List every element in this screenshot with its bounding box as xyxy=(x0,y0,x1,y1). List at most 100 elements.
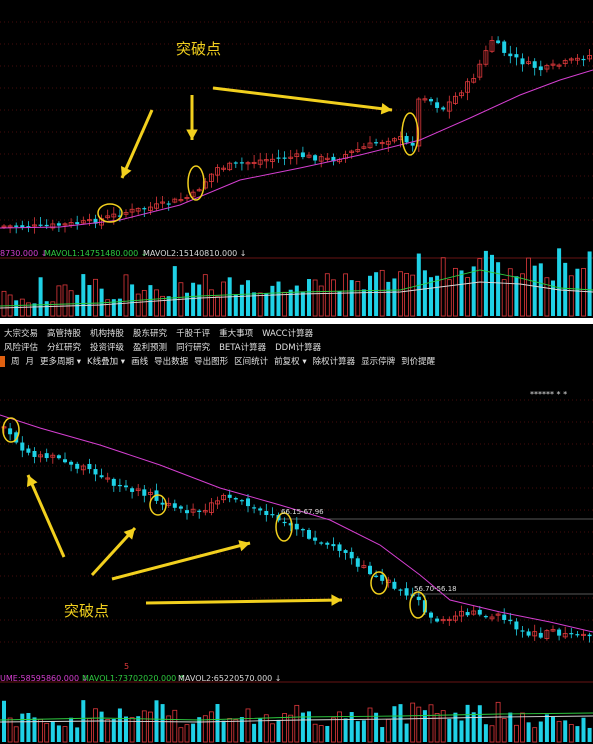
candle-body-down xyxy=(87,463,92,470)
export-graphic-button[interactable]: 导出图形 xyxy=(194,357,229,367)
volume-bar-down xyxy=(111,718,116,742)
top-kline-panel[interactable]: 突破点 8730.000 ↓ MAVOL1:14751480.000 ↓ MAV… xyxy=(0,0,593,318)
annotation-arrowhead xyxy=(331,594,342,606)
breakout-circle xyxy=(401,112,419,156)
menu-investment-rating[interactable]: 投资评级 xyxy=(90,343,125,353)
candle-body-up xyxy=(147,491,153,495)
show-suspension-button[interactable]: 显示停牌 xyxy=(361,357,396,367)
candle-body-up xyxy=(1,225,7,228)
candle-body-down xyxy=(538,632,543,638)
menu-peer-research[interactable]: 同行研究 xyxy=(176,343,211,353)
volume-bar-down xyxy=(368,275,372,316)
candle-body-up xyxy=(544,630,550,639)
menu-ddm-calc[interactable]: DDM计算器 xyxy=(275,343,322,353)
candle-body-up xyxy=(452,615,458,621)
candle-body-down xyxy=(404,136,409,143)
volume-bar-down xyxy=(575,268,580,316)
candle-body-up xyxy=(215,500,220,505)
volume-bar-down xyxy=(563,262,568,316)
candle-body-up xyxy=(160,201,166,204)
toolbar-row-2: 风险评估 分红研究 投资评级 盈利预测 同行研究 BETA计算器 DDM计算器 xyxy=(4,341,330,355)
candle-body-down xyxy=(368,565,372,575)
candle-body-down xyxy=(416,596,421,601)
annotation-arrow xyxy=(90,526,137,577)
menu-inst-holdings[interactable]: 机构持股 xyxy=(90,329,125,339)
candle-body-down xyxy=(465,612,470,616)
period-month-tab[interactable]: 月 xyxy=(25,357,35,367)
exright-calc-button[interactable]: 除权计算器 xyxy=(312,357,356,367)
volume-bar-up xyxy=(263,714,269,743)
menu-dividend-research[interactable]: 分红研究 xyxy=(47,343,82,353)
top-mavol2-label: MAVOL2:15140810.000 ↓ xyxy=(143,249,247,258)
volume-bar-up xyxy=(489,725,495,743)
volume-bar-up xyxy=(477,258,483,317)
volume-bar-up xyxy=(208,289,214,317)
candle-body-up xyxy=(306,154,312,158)
candle-body-up xyxy=(263,159,269,162)
mavol2-line xyxy=(0,281,593,309)
volume-bar-down xyxy=(276,281,281,316)
candle-body-up xyxy=(245,162,251,165)
volume-bar-down xyxy=(32,303,37,316)
breakout-circle xyxy=(409,591,427,619)
candle-body-down xyxy=(374,142,379,144)
candle-body-down xyxy=(380,574,385,581)
kline-overlay-dropdown[interactable]: K线叠加 ▾ xyxy=(87,357,126,367)
bottom-kline-chart[interactable] xyxy=(0,370,593,744)
forward-adjust-dropdown[interactable]: 前复权 ▾ xyxy=(274,357,307,367)
candle-body-up xyxy=(196,189,202,192)
candle-body-down xyxy=(26,226,31,228)
volume-bar-up xyxy=(105,299,111,317)
menu-block-trade[interactable]: 大宗交易 xyxy=(4,329,39,339)
mavol1-line xyxy=(0,712,593,721)
menu-major-events[interactable]: 重大事项 xyxy=(219,329,254,339)
annotation-arrow xyxy=(120,109,154,179)
volume-bar-down xyxy=(581,717,586,742)
candle-body-up xyxy=(294,153,300,158)
candle-body-up xyxy=(190,508,196,513)
draw-line-button[interactable]: 画线 xyxy=(131,357,149,367)
volume-bar-down xyxy=(538,721,543,742)
top-mavol1-label: MAVOL1:14751480.000 ↓ xyxy=(44,249,148,258)
volume-bar-down xyxy=(246,280,250,316)
menu-stock-review[interactable]: 千股千评 xyxy=(176,329,211,339)
volume-bar-down xyxy=(117,298,122,316)
menu-wacc-calc[interactable]: WACC计算器 xyxy=(262,329,314,339)
candle-body-up xyxy=(568,58,574,61)
candle-body-up xyxy=(459,610,464,617)
candle-body-down xyxy=(404,588,409,596)
volume-bar-down xyxy=(398,704,403,742)
menu-profit-forecast[interactable]: 盈利预测 xyxy=(133,343,168,353)
volume-bar-up xyxy=(410,274,416,317)
volume-bar-down xyxy=(483,724,488,742)
volume-bar-up xyxy=(178,727,184,743)
annotation-arrow xyxy=(26,474,66,558)
range-stats-button[interactable]: 区间统计 xyxy=(234,357,269,367)
bottom-kline-panel[interactable]: ****** * * 66.15-67.96 56.70-56.18 突破点 5… xyxy=(0,370,593,744)
export-data-button[interactable]: 导出数据 xyxy=(154,357,189,367)
volume-bar-up xyxy=(312,723,318,743)
period-week-tab[interactable]: 周 xyxy=(11,357,20,367)
menu-risk-assessment[interactable]: 风险评估 xyxy=(4,343,39,353)
volume-bar-up xyxy=(337,711,342,743)
candle-body-down xyxy=(435,102,440,108)
menu-shareholder-research[interactable]: 股东研究 xyxy=(133,329,168,339)
top-kline-chart[interactable] xyxy=(0,0,593,318)
more-periods-dropdown[interactable]: 更多周期 ▾ xyxy=(40,357,82,367)
candle-body-down xyxy=(20,225,25,228)
mavol1-line xyxy=(0,269,593,307)
menu-exec-holdings[interactable]: 高管持股 xyxy=(47,329,82,339)
candle-body-down xyxy=(313,537,318,541)
price-alert-button[interactable]: 到价提醒 xyxy=(401,357,436,367)
volume-bar-down xyxy=(99,288,104,316)
toolbar-row-1: 大宗交易 高管持股 机构持股 股东研究 千股千评 重大事项 WACC计算器 xyxy=(4,327,322,341)
volume-bar-up xyxy=(105,719,111,743)
volume-bar-down xyxy=(185,292,189,316)
volume-bar-down xyxy=(56,725,61,742)
menu-beta-calc[interactable]: BETA计算器 xyxy=(219,343,267,353)
volume-bar-up xyxy=(160,295,166,317)
volume-bar-up xyxy=(38,718,43,743)
volume-bar-down xyxy=(252,723,257,742)
candle-body-down xyxy=(8,428,13,435)
candle-body-down xyxy=(355,558,360,567)
